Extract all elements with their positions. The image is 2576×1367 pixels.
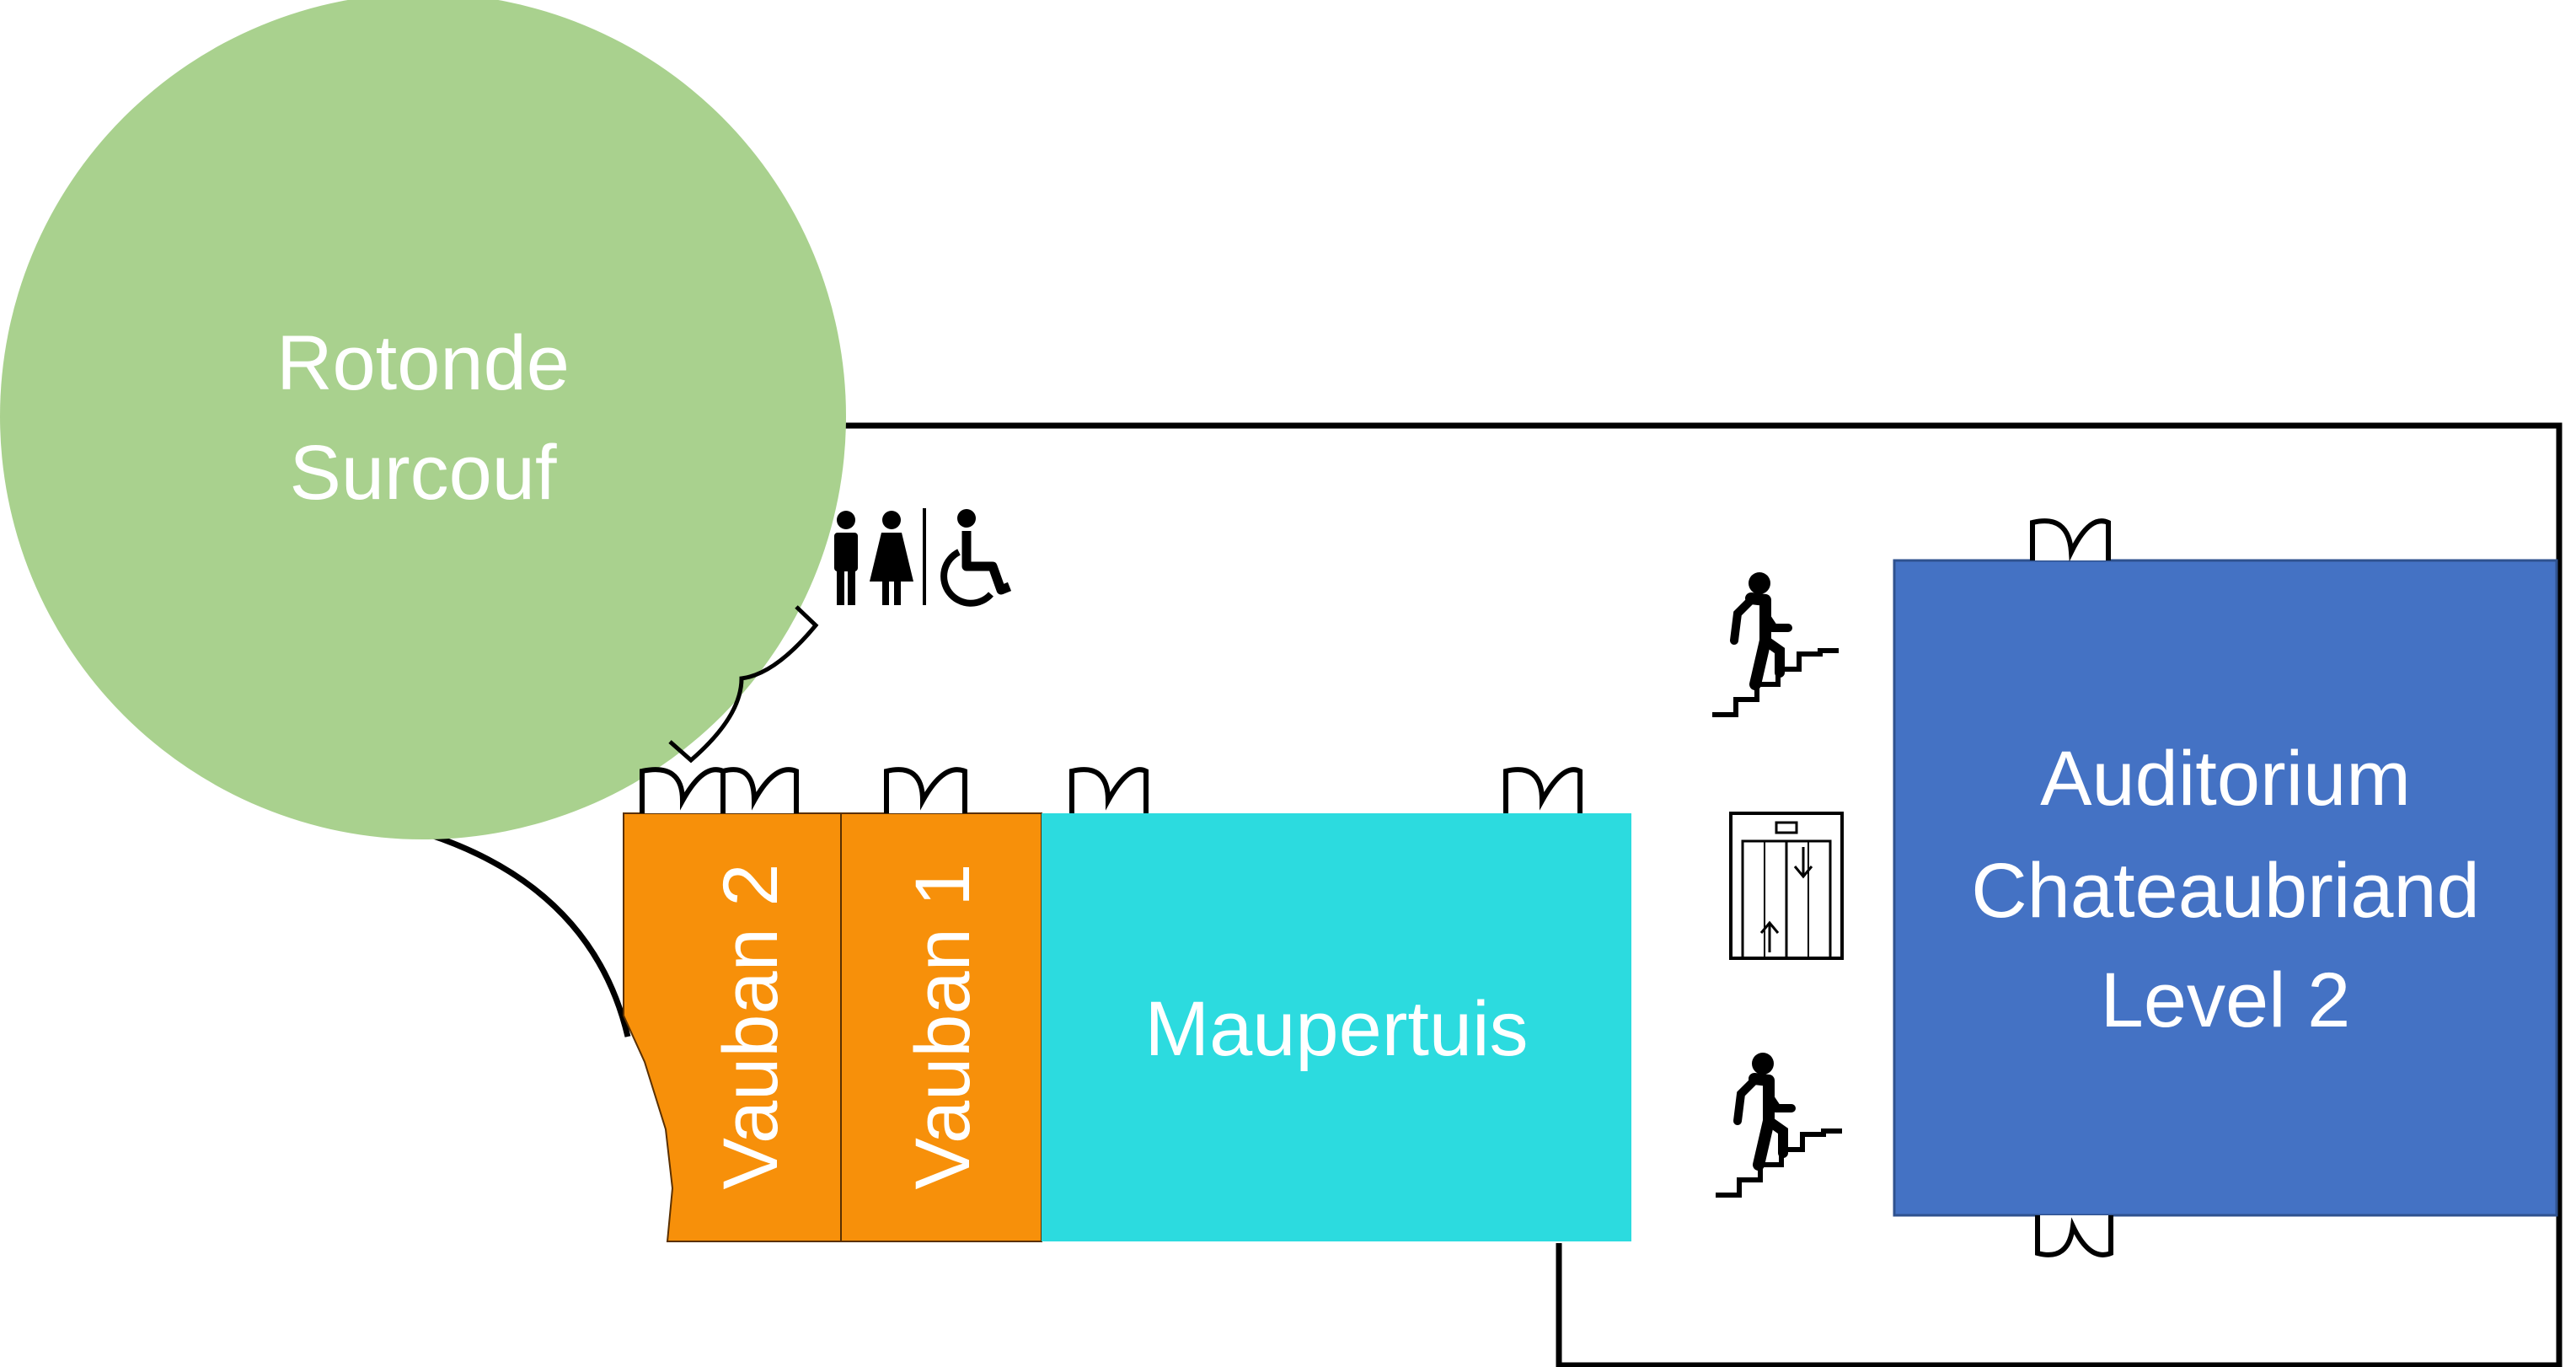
stairs-icon <box>1712 572 1839 717</box>
door-icon <box>2035 1215 2113 1257</box>
wheelchair-icon <box>940 509 1012 607</box>
building-walls <box>399 422 2563 1367</box>
door-icon <box>2030 518 2111 562</box>
door-icon <box>884 767 967 813</box>
maupertuis-label: Maupertuis <box>1144 986 1528 1072</box>
door-icon <box>640 767 726 813</box>
door-icon <box>1503 767 1583 813</box>
vauban-2-label: Vauban 2 <box>708 863 794 1189</box>
auditorium-label-line1: Auditorium <box>2040 736 2411 822</box>
elevator-icon <box>1729 812 1844 960</box>
door-icon <box>668 605 819 764</box>
door-icon <box>1069 767 1149 813</box>
restroom-icon <box>834 508 926 605</box>
room-rotonde-surcouf[interactable]: Rotonde Surcouf <box>0 0 846 839</box>
stairs-icon <box>1716 1053 1842 1198</box>
auditorium-label-line3: Level 2 <box>2101 957 2351 1043</box>
room-vauban-1[interactable]: Vauban 1 <box>840 812 1042 1242</box>
auditorium-label-line2: Chateaubriand <box>1971 848 2480 934</box>
rotonde-label-line2: Surcouf <box>289 430 556 516</box>
door-icon <box>720 767 799 813</box>
room-vauban-2[interactable]: Vauban 2 <box>623 812 842 1242</box>
room-auditorium-chateaubriand[interactable]: Auditorium Chateaubriand Level 2 <box>1893 559 2558 1217</box>
rotonde-label-line1: Rotonde <box>276 320 570 406</box>
vauban-1-label: Vauban 1 <box>900 863 986 1189</box>
room-maupertuis[interactable]: Maupertuis <box>1042 813 1631 1241</box>
